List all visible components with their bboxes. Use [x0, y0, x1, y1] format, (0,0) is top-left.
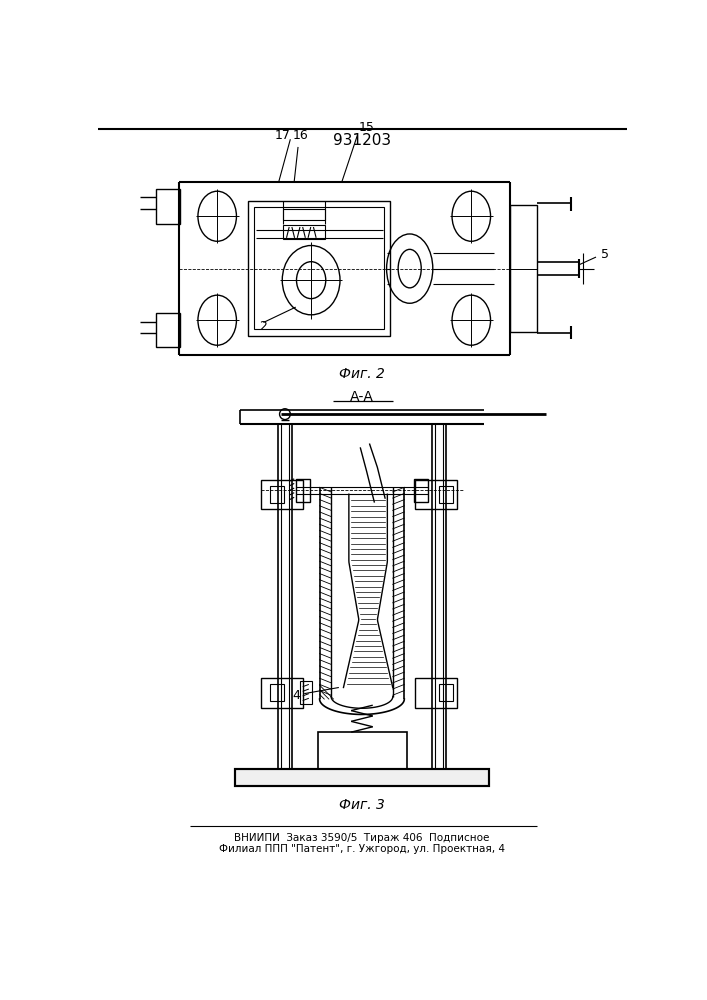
Text: 2: 2 [259, 320, 267, 333]
Bar [415, 678, 457, 708]
Bar [270, 486, 284, 503]
Text: 16: 16 [293, 129, 308, 142]
Bar [156, 189, 180, 224]
Text: Фиг. 3: Фиг. 3 [339, 798, 385, 812]
Bar [414, 479, 428, 502]
Bar [254, 207, 385, 329]
Bar [156, 312, 180, 347]
Bar [235, 769, 489, 786]
Text: 5: 5 [601, 248, 609, 261]
Bar [318, 732, 407, 769]
Bar [261, 678, 303, 708]
Bar [283, 209, 325, 220]
Bar [300, 681, 312, 704]
Text: 931203: 931203 [333, 133, 391, 148]
Text: ВНИИПИ  Заказ 3590/5  Тираж 406  Подписное: ВНИИПИ Заказ 3590/5 Тираж 406 Подписное [234, 833, 490, 843]
Bar [510, 205, 537, 332]
Text: Филиал ППП "Патент", г. Ужгород, ул. Проектная, 4: Филиал ППП "Патент", г. Ужгород, ул. Про… [219, 844, 505, 854]
Bar [439, 486, 452, 503]
Bar [235, 769, 489, 786]
Text: 17: 17 [275, 129, 291, 142]
Text: 15: 15 [358, 121, 375, 134]
Bar [270, 684, 284, 701]
Bar [283, 225, 325, 239]
Text: А-А: А-А [350, 390, 374, 404]
Text: 4: 4 [293, 689, 300, 702]
Bar [261, 480, 303, 509]
Text: Фиг. 2: Фиг. 2 [339, 367, 385, 381]
Bar [439, 684, 452, 701]
Bar [296, 479, 310, 502]
Bar [415, 480, 457, 509]
Bar [248, 201, 390, 336]
